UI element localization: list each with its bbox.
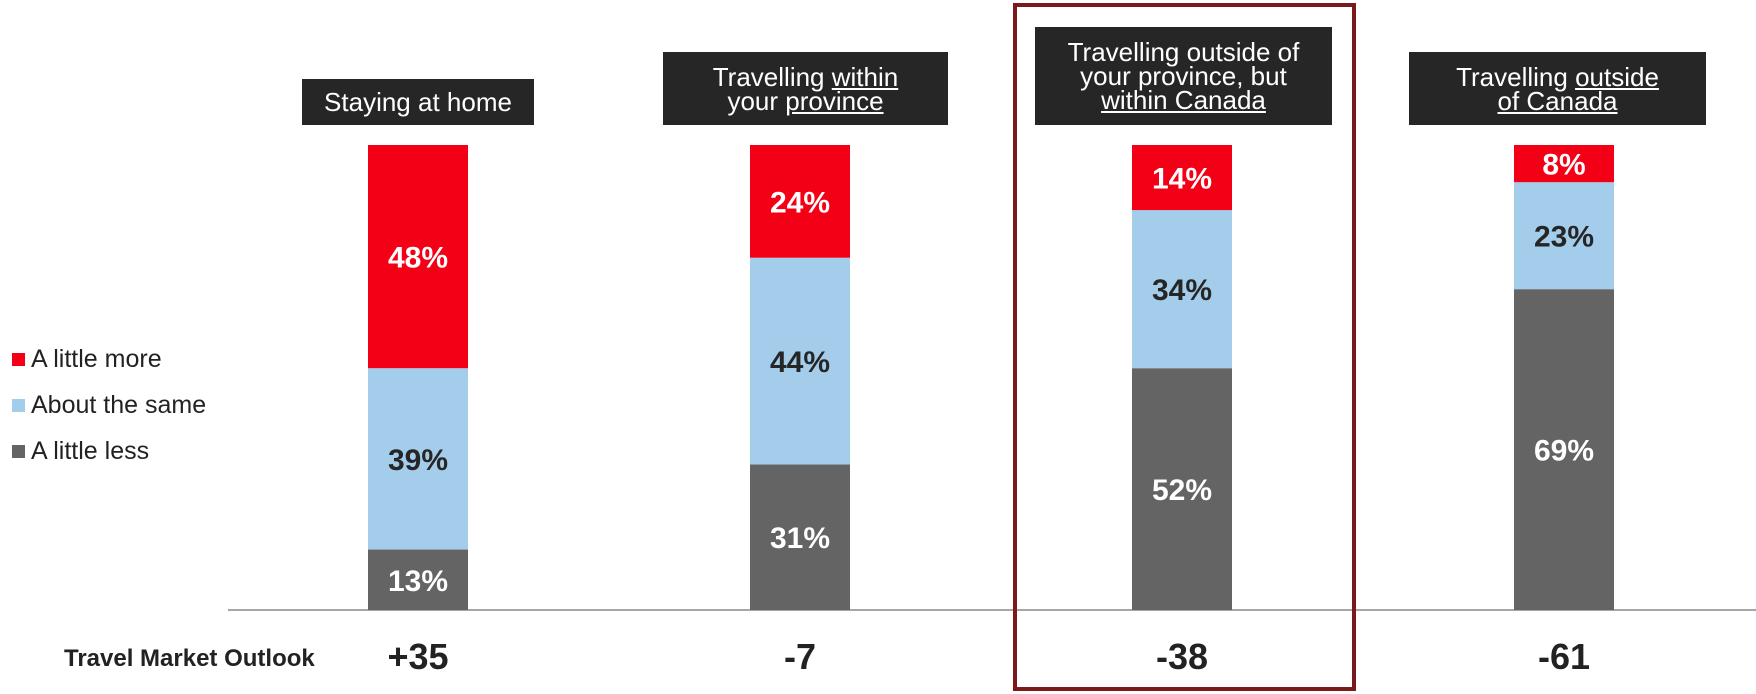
legend-swatch xyxy=(12,444,25,458)
header-within-canada: Travelling outside of your province, but… xyxy=(1035,27,1332,125)
header-line: your province xyxy=(727,85,884,116)
data-label: 48% xyxy=(388,242,448,275)
travel-market-outlook-label: Travel Market Outlook xyxy=(64,645,315,672)
legend-label: About the same xyxy=(31,390,207,419)
data-label: 44% xyxy=(770,346,830,379)
legend-item-a-little-more: A little more xyxy=(12,336,206,382)
legend: A little more About the same A little le… xyxy=(12,336,206,474)
header-outside-canada: Travelling outside of Canada xyxy=(1409,52,1706,125)
data-label: 52% xyxy=(1152,474,1212,507)
bar-segment xyxy=(750,257,850,465)
data-label: 34% xyxy=(1152,274,1212,307)
legend-item-about-the-same: About the same xyxy=(12,382,206,428)
data-label: 8% xyxy=(1542,149,1585,182)
data-label: 69% xyxy=(1534,435,1594,468)
bar-segment xyxy=(1132,210,1232,369)
bar-segment xyxy=(368,549,468,610)
legend-label: A little more xyxy=(31,344,162,373)
outlook-value: -7 xyxy=(783,636,816,677)
outlook-value: +35 xyxy=(387,636,449,677)
outlook-value: -61 xyxy=(1537,636,1591,677)
outlook-value: -38 xyxy=(1155,636,1209,677)
header-line: your province, but xyxy=(1080,61,1287,91)
bar-segment xyxy=(1514,145,1614,183)
header-line: of Canada xyxy=(1497,85,1618,116)
legend-item-a-little-less: A little less xyxy=(12,428,206,474)
data-label: 39% xyxy=(388,444,448,477)
header-staying-at-home: Staying at home xyxy=(302,79,534,125)
header-line: Travelling within xyxy=(712,61,899,92)
highlight-box xyxy=(1013,3,1356,691)
data-label: 14% xyxy=(1152,163,1212,196)
bar-segment xyxy=(368,368,468,550)
data-label: 31% xyxy=(770,522,830,555)
header-line: Travelling outside xyxy=(1456,61,1659,92)
header-line: Travelling outside of xyxy=(1067,37,1300,67)
legend-swatch xyxy=(12,352,25,366)
bar-segment xyxy=(750,145,850,258)
header-within-province: Travelling within your province xyxy=(663,52,948,125)
data-label: 13% xyxy=(388,565,448,598)
bar-segment xyxy=(1514,289,1614,610)
bar-segment xyxy=(1132,368,1232,610)
bar-segment xyxy=(750,464,850,610)
header-line: Staying at home xyxy=(324,87,512,117)
data-label: 24% xyxy=(770,186,830,219)
bar-segment xyxy=(368,145,468,369)
legend-swatch xyxy=(12,398,25,412)
bar-segment xyxy=(1514,182,1614,290)
legend-label: A little less xyxy=(31,436,150,465)
bar-segment xyxy=(1132,145,1232,211)
data-label: 23% xyxy=(1534,221,1594,254)
header-line: within Canada xyxy=(1101,85,1266,115)
